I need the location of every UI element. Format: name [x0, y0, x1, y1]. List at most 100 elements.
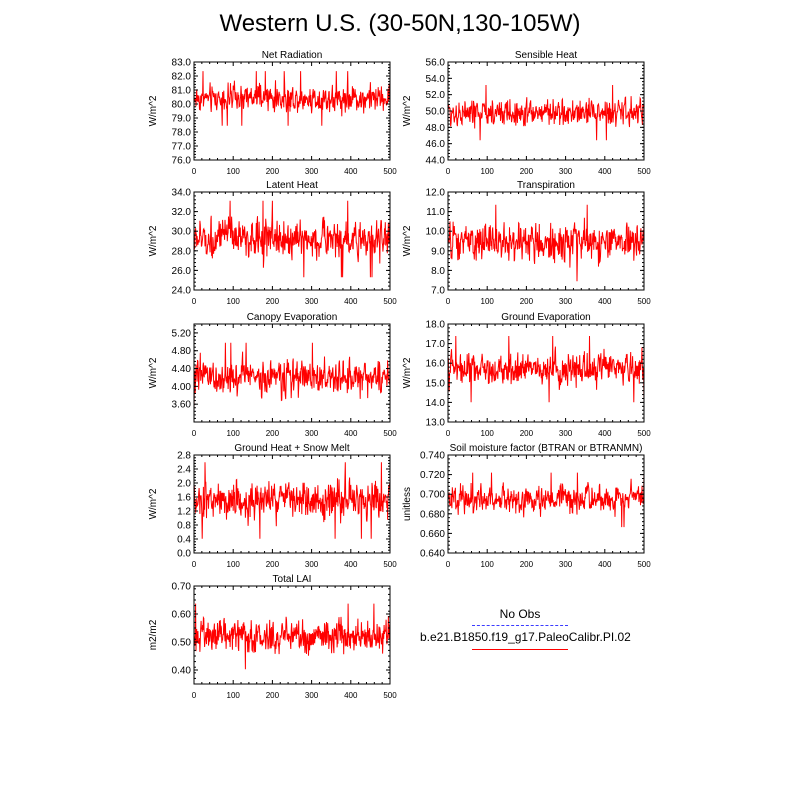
x-tick-label: 100	[227, 297, 241, 306]
x-tick-label: 400	[344, 429, 358, 438]
plot-frame	[193, 191, 391, 291]
y-tick-label: 12.0	[426, 188, 446, 199]
x-tick-label: 100	[227, 691, 241, 700]
series-line	[448, 84, 644, 141]
y-tick-label: 79.0	[172, 114, 192, 125]
x-tick-label: 500	[383, 560, 397, 569]
x-tick-label: 0	[192, 429, 197, 438]
series-line	[194, 342, 390, 411]
x-tick-label: 500	[383, 691, 397, 700]
y-tick-label: 0.740	[420, 451, 445, 462]
y-tick-label: 26.0	[172, 266, 192, 277]
x-tick-label: 500	[383, 167, 397, 176]
y-tick-label: 0.40	[172, 666, 192, 677]
x-tick-label: 0	[446, 560, 451, 569]
y-tick-label: 0.50	[172, 638, 192, 649]
y-tick-label: 28.0	[172, 246, 192, 257]
x-tick-label: 300	[559, 167, 573, 176]
y-tick-label: 81.0	[172, 86, 192, 97]
y-axis-label: W/m^2	[402, 357, 413, 388]
panel-9: 0 100 200 300 400 500 0.40 0.50 0.60 0.70 Total LA…	[148, 574, 397, 700]
x-tick-label: 300	[305, 167, 319, 176]
y-axis-label: W/m^2	[148, 488, 159, 519]
y-tick-label: 4.80	[172, 346, 192, 357]
x-tick-label: 0	[192, 560, 197, 569]
y-tick-label: 0.70	[172, 582, 192, 593]
x-tick-label: 100	[481, 167, 495, 176]
y-tick-label: 82.0	[172, 72, 192, 83]
x-tick-label: 400	[344, 691, 358, 700]
x-tick-label: 300	[559, 560, 573, 569]
y-tick-label: 50.0	[426, 107, 446, 118]
plot-frame	[447, 191, 645, 291]
x-tick-label: 400	[344, 167, 358, 176]
y-tick-label: 8.0	[431, 266, 445, 277]
y-tick-label: 7.0	[431, 286, 445, 297]
y-tick-label: 30.0	[172, 227, 192, 238]
legend-obs-line	[472, 625, 568, 626]
y-tick-label: 0.0	[177, 549, 191, 560]
legend-model-label: b.e21.B1850.f19_g17.PaleoCalibr.PI.02	[420, 630, 631, 644]
page-title: Western U.S. (30-50N,130-105W)	[219, 10, 581, 37]
panel-title: Transpiration	[517, 180, 575, 191]
y-tick-label: 11.0	[426, 207, 445, 218]
y-tick-label: 1.6	[177, 493, 191, 504]
y-tick-label: 34.0	[172, 188, 192, 199]
x-tick-label: 500	[637, 429, 651, 438]
y-tick-label: 80.0	[172, 100, 192, 111]
x-tick-label: 500	[383, 297, 397, 306]
panel-7: 0 100 200 300 400 500 0.0 0.4 0.8 1.2 1.6 2.0 2.4 2.8…	[148, 443, 397, 569]
y-tick-label: 44.0	[426, 156, 446, 167]
x-tick-label: 100	[227, 429, 241, 438]
y-tick-label: 76.0	[172, 156, 192, 167]
y-tick-label: 54.0	[426, 74, 446, 85]
x-tick-label: 400	[344, 297, 358, 306]
y-tick-label: 9.0	[431, 246, 445, 257]
series-line	[194, 200, 390, 278]
x-tick-label: 300	[305, 429, 319, 438]
x-tick-label: 100	[481, 297, 495, 306]
y-tick-label: 52.0	[426, 90, 446, 101]
x-tick-label: 300	[559, 429, 573, 438]
x-tick-label: 100	[481, 560, 495, 569]
x-tick-label: 200	[520, 429, 534, 438]
x-tick-label: 200	[266, 560, 280, 569]
x-tick-label: 100	[227, 167, 241, 176]
y-axis-label: W/m^2	[148, 225, 159, 256]
y-tick-label: 2.8	[177, 451, 191, 462]
series-line	[194, 462, 390, 539]
y-tick-label: 0.4	[177, 535, 191, 546]
x-tick-label: 0	[446, 167, 451, 176]
y-tick-label: 2.4	[177, 465, 191, 476]
x-tick-label: 200	[266, 691, 280, 700]
panel-1: 0 100 200 300 400 500 76.0 77.0 78.0 79.0 80.0 81.0…	[148, 50, 397, 176]
y-tick-label: 18.0	[426, 320, 446, 331]
y-tick-label: 83.0	[172, 58, 192, 69]
y-tick-label: 0.660	[420, 529, 445, 540]
panel-title: Canopy Evaporation	[247, 312, 338, 323]
x-tick-label: 100	[227, 560, 241, 569]
y-tick-label: 0.60	[172, 610, 192, 621]
panel-title: Ground Evaporation	[501, 312, 591, 323]
y-axis-label: W/m^2	[402, 95, 413, 126]
x-tick-label: 200	[520, 560, 534, 569]
y-tick-label: 1.2	[177, 507, 191, 518]
x-tick-label: 200	[266, 429, 280, 438]
x-tick-label: 100	[481, 429, 495, 438]
y-tick-label: 10.0	[426, 227, 446, 238]
x-tick-label: 0	[192, 297, 197, 306]
x-tick-label: 500	[637, 297, 651, 306]
panel-6: 0 100 200 300 400 500 13.0 14.0 15.0 16.0 17.0 18.0…	[402, 312, 651, 438]
panel-title: Net Radiation	[262, 50, 323, 61]
series-line	[448, 335, 644, 403]
x-tick-label: 200	[266, 297, 280, 306]
panel-5: 0 100 200 300 400 500 3.60 4.00 4.40 4.80 5.20 Cano…	[148, 312, 397, 438]
x-tick-label: 500	[637, 167, 651, 176]
panel-title: Soil moisture factor (BTRAN or BTRANMN)	[450, 443, 643, 454]
x-tick-label: 400	[598, 297, 612, 306]
y-tick-label: 5.20	[172, 328, 192, 339]
x-tick-label: 500	[383, 429, 397, 438]
series-line	[194, 71, 390, 126]
y-tick-label: 0.680	[420, 509, 445, 520]
y-tick-label: 77.0	[172, 142, 192, 153]
